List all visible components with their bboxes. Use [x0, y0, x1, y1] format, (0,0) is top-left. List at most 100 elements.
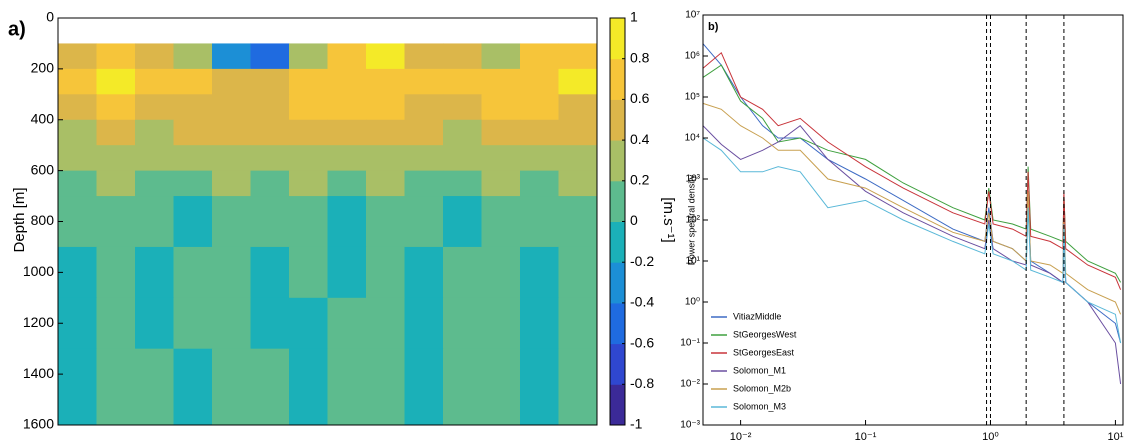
- y-tick-label: 10⁷: [685, 10, 700, 21]
- cell: [558, 196, 598, 248]
- cell: [250, 170, 290, 197]
- colorbar-tick-label: -1: [630, 416, 643, 432]
- cell: [212, 348, 251, 426]
- cell: [173, 170, 213, 197]
- colorbar-tick-label: -0.8: [630, 375, 654, 391]
- legend-label: VitiazMiddle: [733, 311, 781, 321]
- cell: [173, 43, 213, 70]
- cell: [135, 94, 174, 121]
- y-tick-label: 10³: [686, 174, 701, 185]
- cell: [58, 196, 97, 248]
- cell: [443, 119, 482, 146]
- x-tick-label: 10⁰: [982, 431, 999, 443]
- cell: [250, 145, 290, 172]
- cell: [404, 68, 444, 95]
- series-line: [702, 43, 1122, 344]
- cell: [173, 145, 213, 172]
- x-tick-label: 10¹: [1107, 431, 1123, 443]
- colorbar-segment: [610, 180, 625, 222]
- cell: [96, 145, 136, 172]
- cell: [58, 297, 97, 350]
- cell: [366, 43, 405, 70]
- cell: [481, 297, 521, 350]
- cell: [58, 43, 97, 70]
- cell: [366, 145, 405, 172]
- cell: [96, 348, 136, 426]
- cell: [289, 43, 328, 70]
- cell: [212, 297, 251, 350]
- cell: [443, 43, 482, 70]
- cell: [96, 68, 136, 95]
- cell: [289, 119, 328, 146]
- colorbar-segment: [610, 140, 625, 182]
- cell: [520, 246, 559, 299]
- cell: [481, 94, 521, 121]
- cell: [173, 297, 213, 350]
- cell: [289, 68, 328, 95]
- cell: [366, 348, 405, 426]
- cell: [250, 119, 290, 146]
- cell: [96, 297, 136, 350]
- cell: [558, 145, 598, 172]
- cell: [404, 119, 444, 146]
- y-axis-label: Depth [m]: [11, 187, 28, 252]
- cell: [443, 348, 482, 426]
- colorbar-segment: [610, 343, 625, 385]
- cell: [173, 68, 213, 95]
- cell: [58, 119, 97, 146]
- cell: [289, 145, 328, 172]
- y-tick-label: 1000: [23, 263, 54, 279]
- cell: [443, 196, 482, 248]
- cell: [250, 68, 290, 95]
- cell: [96, 94, 136, 121]
- cell: [443, 145, 482, 172]
- cell: [443, 246, 482, 299]
- cell: [289, 170, 328, 197]
- cell: [250, 196, 290, 248]
- cell: [520, 119, 559, 146]
- cell: [135, 246, 174, 299]
- cell: [366, 94, 405, 121]
- cell: [135, 43, 174, 70]
- cell: [173, 94, 213, 121]
- colorbar-segment: [610, 384, 625, 426]
- cell: [289, 94, 328, 121]
- colorbar-segment: [610, 58, 625, 100]
- cell: [96, 43, 136, 70]
- legend-label: Solomon_M2b: [733, 383, 791, 393]
- cell: [366, 170, 405, 197]
- cell: [404, 348, 444, 426]
- cell: [212, 68, 251, 95]
- colorbar-segment: [610, 262, 625, 304]
- cell: [135, 119, 174, 146]
- cell: [135, 145, 174, 172]
- cell: [212, 246, 251, 299]
- plot-frame: [702, 14, 1124, 426]
- y-tick-label: 10²: [686, 215, 701, 226]
- cell: [366, 68, 405, 95]
- cell: [366, 119, 405, 146]
- cell: [404, 246, 444, 299]
- cell: [520, 348, 559, 426]
- cell: [481, 43, 521, 70]
- y-tick-label: 200: [31, 60, 55, 76]
- cell: [212, 145, 251, 172]
- cell: [327, 246, 367, 299]
- y-tick-label: 1400: [23, 365, 54, 381]
- cell: [212, 43, 251, 70]
- cell: [212, 94, 251, 121]
- cell: [327, 348, 367, 426]
- cell: [327, 119, 367, 146]
- cell: [404, 94, 444, 121]
- colorbar-segment: [610, 221, 625, 263]
- y-tick-label: 0: [46, 9, 54, 25]
- colorbar-tick-label: -0.6: [630, 334, 654, 350]
- cell: [481, 246, 521, 299]
- y-tick-label: 600: [31, 161, 55, 177]
- colorbar-tick-label: 0.6: [630, 90, 650, 106]
- cell: [58, 68, 97, 95]
- y-axis-label: Power spectral density: [686, 174, 696, 265]
- cell: [212, 196, 251, 248]
- cell: [289, 297, 328, 350]
